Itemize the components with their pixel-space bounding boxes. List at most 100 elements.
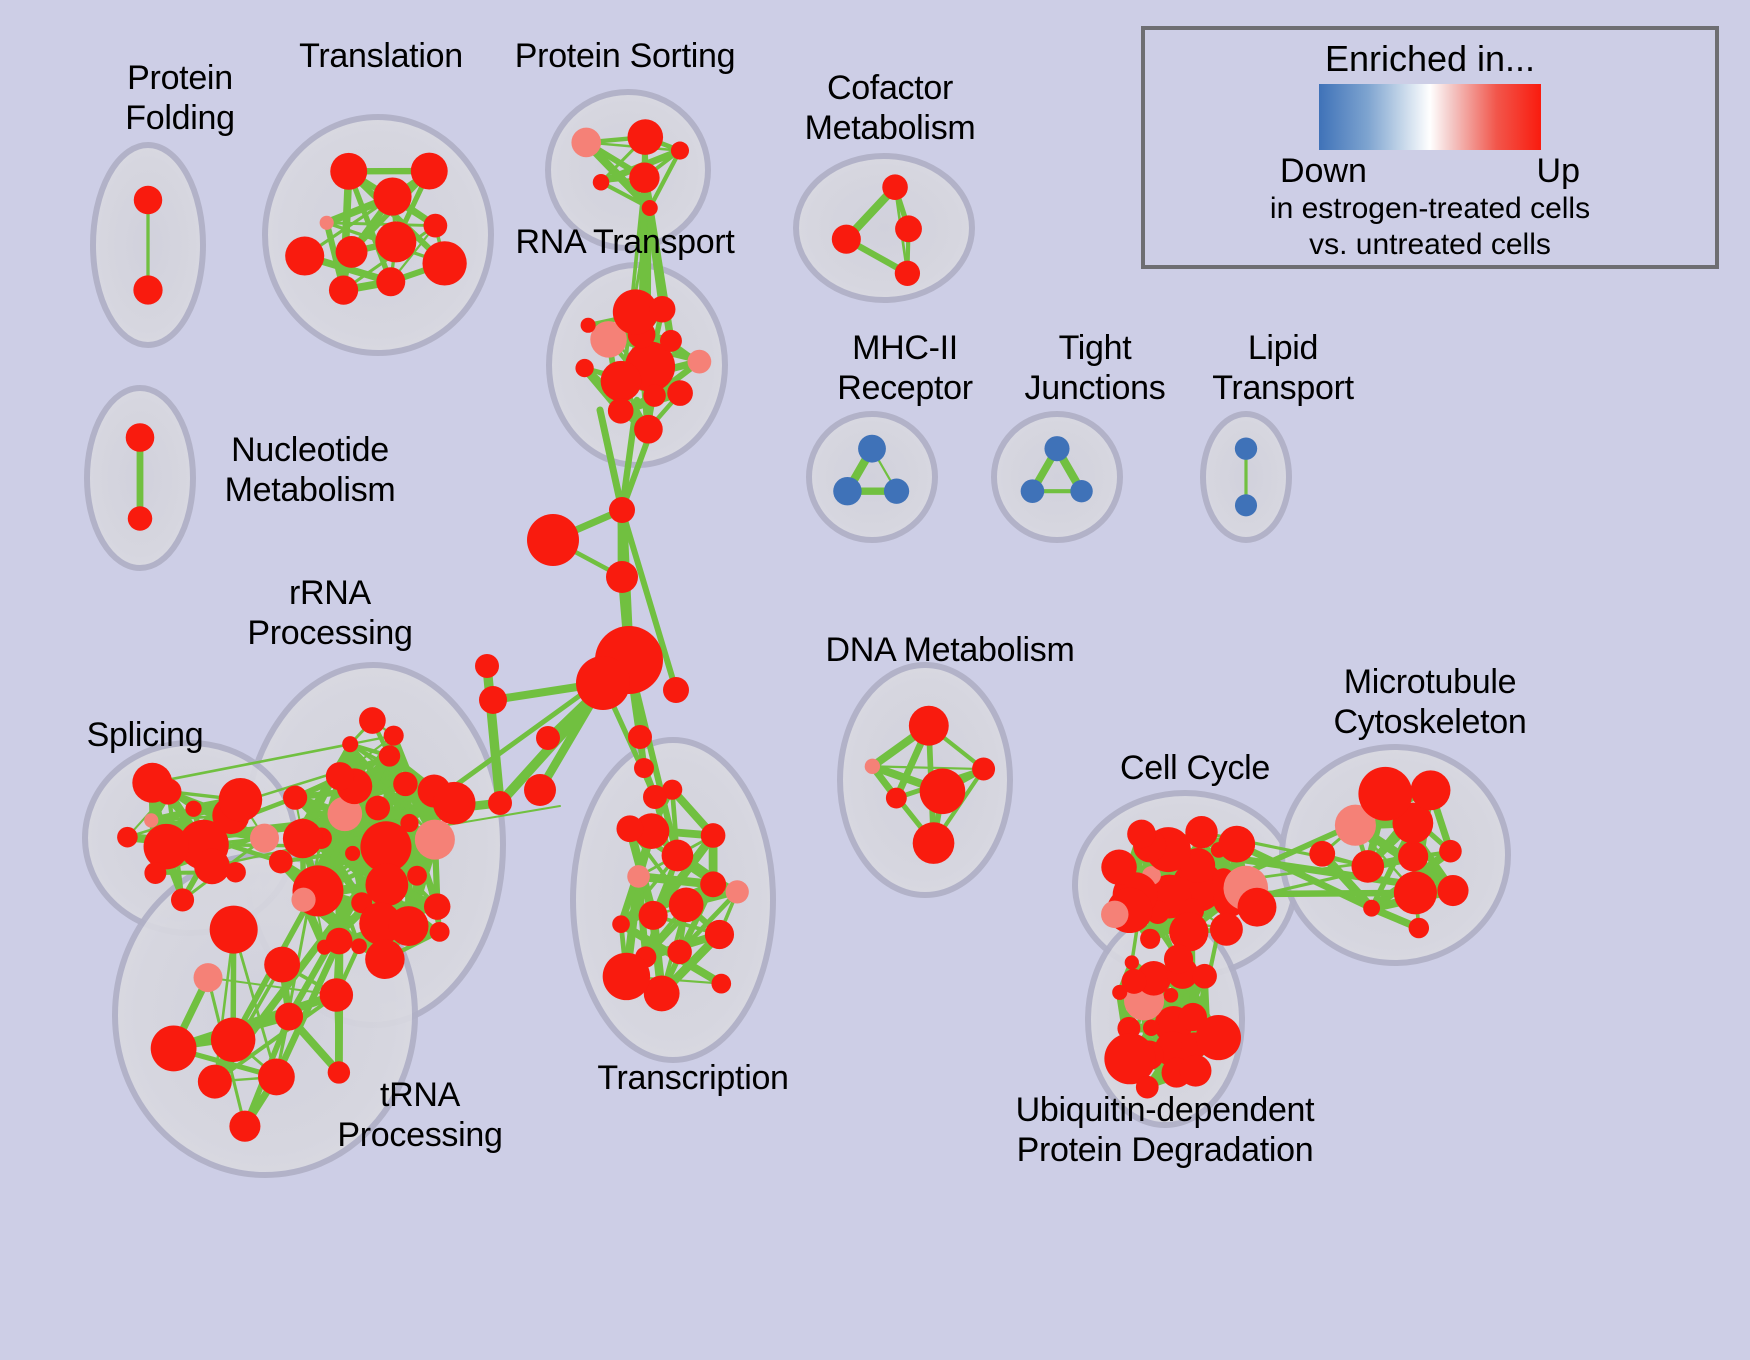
gene-set-node[interactable] (833, 476, 862, 506)
gene-set-node[interactable] (1124, 955, 1139, 970)
gene-set-node[interactable] (275, 1002, 304, 1031)
gene-set-node[interactable] (373, 177, 412, 216)
gene-set-node[interactable] (117, 826, 138, 848)
gene-set-node[interactable] (327, 796, 363, 832)
gene-set-node[interactable] (383, 725, 404, 746)
gene-set-node[interactable] (612, 289, 659, 335)
gene-set-node[interactable] (687, 349, 712, 374)
gene-set-node[interactable] (600, 360, 642, 402)
gene-set-node[interactable] (319, 215, 334, 230)
gene-set-node[interactable] (218, 778, 263, 822)
gene-set-node[interactable] (345, 845, 361, 861)
gene-set-node[interactable] (133, 275, 163, 305)
gene-set-node[interactable] (592, 173, 610, 191)
gene-set-node[interactable] (700, 823, 726, 848)
gene-set-node[interactable] (133, 185, 163, 215)
gene-set-node[interactable] (1363, 899, 1381, 917)
gene-set-node[interactable] (150, 1025, 197, 1072)
gene-set-node[interactable] (633, 813, 670, 849)
gene-set-node[interactable] (602, 952, 651, 1001)
gene-set-node[interactable] (319, 978, 354, 1012)
gene-set-node[interactable] (1185, 816, 1218, 849)
gene-set-node[interactable] (628, 725, 652, 749)
gene-set-node[interactable] (335, 235, 368, 268)
gene-set-node[interactable] (1101, 900, 1129, 929)
gene-set-node[interactable] (725, 880, 749, 904)
gene-set-node[interactable] (423, 213, 448, 238)
gene-set-node[interactable] (209, 905, 258, 954)
gene-set-node[interactable] (423, 893, 451, 920)
gene-set-node[interactable] (908, 705, 949, 746)
gene-set-node[interactable] (627, 865, 650, 888)
gene-set-node[interactable] (1393, 871, 1437, 915)
gene-set-node[interactable] (400, 813, 419, 833)
gene-set-node[interactable] (193, 963, 223, 993)
gene-set-node[interactable] (831, 224, 861, 254)
gene-set-node[interactable] (919, 768, 966, 815)
gene-set-node[interactable] (1439, 839, 1462, 863)
gene-set-node[interactable] (258, 1058, 295, 1096)
gene-set-node[interactable] (894, 260, 921, 286)
gene-set-node[interactable] (127, 506, 153, 531)
gene-set-node[interactable] (143, 823, 190, 870)
gene-set-node[interactable] (285, 236, 325, 276)
gene-set-node[interactable] (429, 921, 450, 942)
gene-set-node[interactable] (1127, 819, 1156, 849)
gene-set-node[interactable] (393, 771, 418, 797)
gene-set-node[interactable] (185, 800, 202, 817)
gene-set-node[interactable] (422, 241, 467, 286)
gene-set-node[interactable] (643, 785, 667, 809)
gene-set-node[interactable] (410, 152, 448, 190)
gene-set-node[interactable] (268, 849, 293, 874)
gene-set-node[interactable] (616, 815, 644, 843)
gene-set-node[interactable] (1163, 988, 1179, 1003)
gene-set-node[interactable] (1410, 770, 1451, 811)
gene-set-node[interactable] (1334, 804, 1376, 846)
gene-set-node[interactable] (1104, 1033, 1156, 1085)
gene-set-node[interactable] (1234, 494, 1258, 517)
gene-set-node[interactable] (627, 119, 664, 155)
gene-set-node[interactable] (667, 939, 692, 965)
gene-set-node[interactable] (864, 758, 881, 775)
gene-set-node[interactable] (351, 938, 367, 955)
gene-set-node[interactable] (376, 267, 406, 297)
gene-set-node[interactable] (638, 900, 668, 930)
gene-set-node[interactable] (1218, 825, 1256, 863)
gene-set-node[interactable] (1101, 849, 1137, 886)
gene-set-node[interactable] (1154, 1031, 1190, 1067)
gene-set-node[interactable] (1358, 766, 1413, 821)
gene-set-node[interactable] (328, 275, 359, 305)
gene-set-node[interactable] (883, 478, 910, 504)
gene-set-node[interactable] (414, 819, 455, 860)
gene-set-node[interactable] (330, 152, 368, 190)
gene-set-node[interactable] (895, 215, 922, 243)
gene-set-node[interactable] (488, 791, 512, 815)
gene-set-node[interactable] (1398, 841, 1429, 872)
gene-set-node[interactable] (225, 861, 246, 883)
gene-set-node[interactable] (1408, 917, 1430, 939)
gene-set-node[interactable] (670, 141, 690, 160)
gene-set-node[interactable] (643, 384, 666, 407)
gene-set-node[interactable] (536, 726, 560, 750)
gene-set-node[interactable] (659, 329, 682, 352)
gene-set-node[interactable] (1178, 1002, 1208, 1032)
gene-set-node[interactable] (609, 497, 635, 523)
gene-set-node[interactable] (388, 906, 429, 946)
gene-set-node[interactable] (524, 774, 556, 806)
gene-set-node[interactable] (663, 677, 689, 703)
gene-set-node[interactable] (1209, 912, 1243, 946)
gene-set-node[interactable] (704, 919, 735, 950)
gene-set-node[interactable] (1192, 963, 1217, 989)
gene-set-node[interactable] (365, 795, 391, 821)
gene-set-node[interactable] (634, 414, 663, 444)
gene-set-node[interactable] (1163, 944, 1194, 974)
gene-set-node[interactable] (1309, 840, 1336, 867)
gene-set-node[interactable] (648, 296, 676, 323)
gene-set-node[interactable] (1237, 887, 1277, 927)
gene-set-node[interactable] (1112, 984, 1128, 1000)
gene-set-node[interactable] (1437, 874, 1469, 907)
gene-set-node[interactable] (170, 888, 195, 912)
gene-set-node[interactable] (1179, 1054, 1212, 1087)
gene-set-node[interactable] (607, 398, 634, 424)
gene-set-node[interactable] (912, 822, 955, 864)
